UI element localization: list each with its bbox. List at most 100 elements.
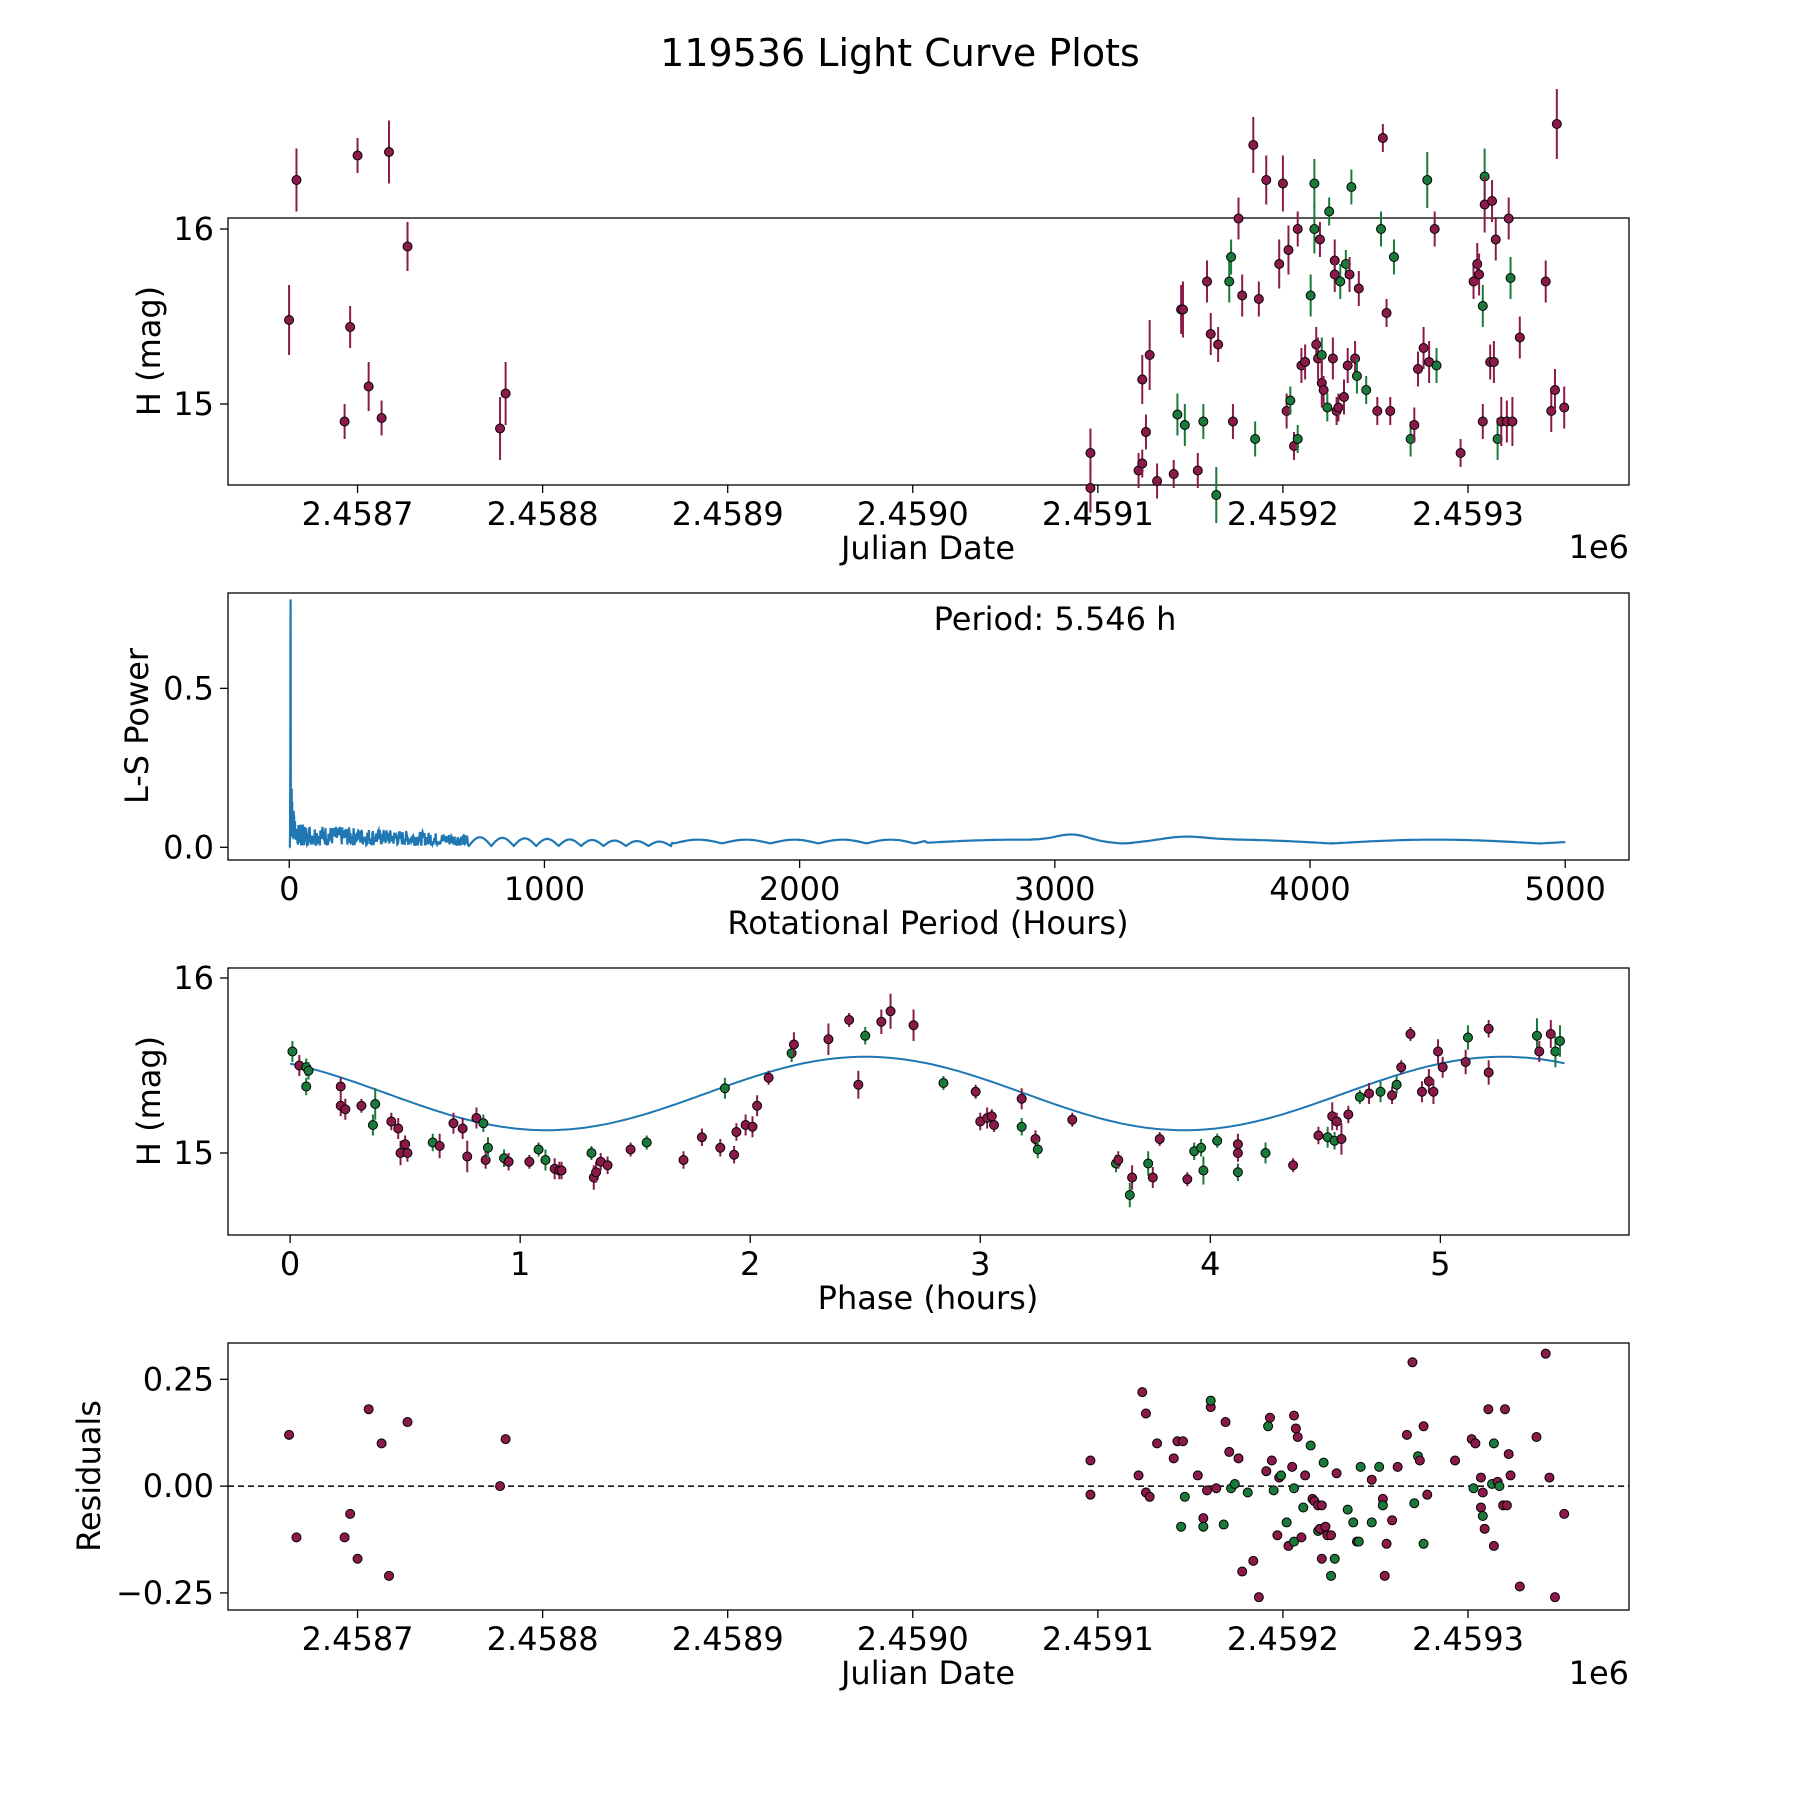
data-point	[356, 1100, 367, 1111]
data-point	[1531, 1030, 1542, 1041]
data-point	[1182, 1174, 1193, 1185]
data-point	[1335, 276, 1346, 287]
residual-point	[1316, 1500, 1327, 1511]
data-point	[1277, 178, 1288, 189]
x-tick-label: 2.4588	[487, 1620, 599, 1658]
data-point	[1559, 402, 1570, 413]
data-point	[1483, 1023, 1494, 1034]
data-point	[363, 381, 374, 392]
data-point	[788, 1039, 799, 1050]
residual-point	[1237, 1566, 1248, 1577]
x-tick-label: 2.4590	[857, 1620, 969, 1658]
data-point	[1224, 276, 1235, 287]
data-point	[1168, 469, 1179, 479]
residual-point	[1544, 1472, 1555, 1483]
residual-point	[1475, 1472, 1486, 1483]
residuals-points	[284, 1348, 1570, 1603]
residual-point	[1176, 1521, 1187, 1532]
data-point	[1490, 234, 1501, 245]
residual-point	[1540, 1348, 1551, 1359]
periodogram-xlabel: Rotational Period (Hours)	[727, 904, 1128, 942]
data-point	[989, 1120, 1000, 1130]
phased-model-curve	[289, 1055, 1565, 1132]
data-point	[844, 1015, 855, 1025]
residual-point	[339, 1532, 350, 1543]
data-point	[1274, 259, 1285, 269]
residual-point	[500, 1434, 511, 1445]
data-point	[524, 1156, 535, 1167]
data-point	[1172, 409, 1183, 420]
data-point	[1353, 283, 1364, 294]
data-point	[1140, 427, 1151, 437]
data-point	[1549, 385, 1560, 395]
data-point	[1233, 213, 1244, 224]
light-curve-points	[284, 89, 1570, 523]
residual-point	[1198, 1521, 1209, 1532]
residual-point	[1348, 1517, 1359, 1528]
residuals-ylabel: Residuals	[70, 1400, 108, 1552]
data-point	[500, 388, 511, 399]
light-curve-xlabel: Julian Date	[839, 529, 1015, 567]
data-point	[1248, 140, 1259, 150]
data-point	[1472, 259, 1483, 269]
residual-point	[1202, 1485, 1213, 1496]
data-point	[1314, 234, 1325, 245]
residual-point	[1355, 1461, 1366, 1472]
data-point	[1372, 406, 1383, 416]
residual-point	[345, 1508, 356, 1519]
data-point	[1354, 1092, 1365, 1102]
residual-point	[1503, 1449, 1514, 1460]
residual-point	[1422, 1489, 1433, 1500]
residual-point	[1418, 1538, 1429, 1549]
residual-point	[1418, 1421, 1429, 1432]
x-tick-label: 5	[1430, 1245, 1450, 1283]
data-point	[1433, 1046, 1444, 1057]
data-point	[1232, 1148, 1243, 1158]
data-point	[1381, 308, 1392, 318]
data-point	[1147, 1172, 1158, 1183]
data-point	[1460, 1057, 1471, 1067]
residual-point	[1140, 1408, 1151, 1419]
residual-point	[1488, 1438, 1499, 1449]
residual-point	[1514, 1581, 1525, 1592]
residual-point	[1290, 1423, 1301, 1434]
phased-curve-ylabel: H (mag)	[130, 1036, 168, 1166]
data-point	[1198, 1165, 1209, 1176]
residual-point	[1366, 1474, 1377, 1485]
phased-curve-ticks: 0 1 2 3 4 5 16 15	[173, 959, 1450, 1283]
data-point	[335, 1081, 346, 1092]
data-point	[602, 1160, 613, 1171]
residual-point	[1264, 1412, 1275, 1423]
residual-point	[1468, 1483, 1479, 1494]
data-point	[1418, 343, 1429, 353]
data-point	[540, 1155, 551, 1165]
residual-point	[1494, 1481, 1505, 1492]
residual-point	[1305, 1440, 1316, 1451]
data-point	[678, 1155, 689, 1165]
data-point	[1261, 175, 1272, 185]
residuals-axes-frame	[227, 1342, 1630, 1611]
residual-point	[1483, 1404, 1494, 1415]
period-annotation: Period: 5.546 h	[934, 600, 1177, 638]
data-point	[1032, 1144, 1043, 1155]
residual-point	[1152, 1438, 1163, 1449]
data-point	[885, 1006, 896, 1017]
data-point	[1423, 1076, 1434, 1087]
data-point	[1413, 364, 1424, 374]
data-point	[938, 1078, 949, 1088]
data-point	[384, 147, 395, 157]
periodogram-ylabel: L-S Power	[118, 647, 156, 804]
x-tick-label: 2000	[759, 870, 840, 908]
residual-point	[1276, 1470, 1287, 1481]
data-point	[696, 1132, 707, 1143]
residual-point	[1133, 1470, 1144, 1481]
data-point	[1285, 395, 1296, 406]
data-point	[586, 1148, 597, 1158]
residual-point	[1381, 1538, 1392, 1549]
data-point	[1137, 458, 1148, 469]
x-tick-label: 2.4593	[1412, 1620, 1524, 1658]
data-point	[1483, 1067, 1494, 1078]
data-point	[853, 1079, 864, 1090]
residual-point	[1233, 1453, 1244, 1464]
